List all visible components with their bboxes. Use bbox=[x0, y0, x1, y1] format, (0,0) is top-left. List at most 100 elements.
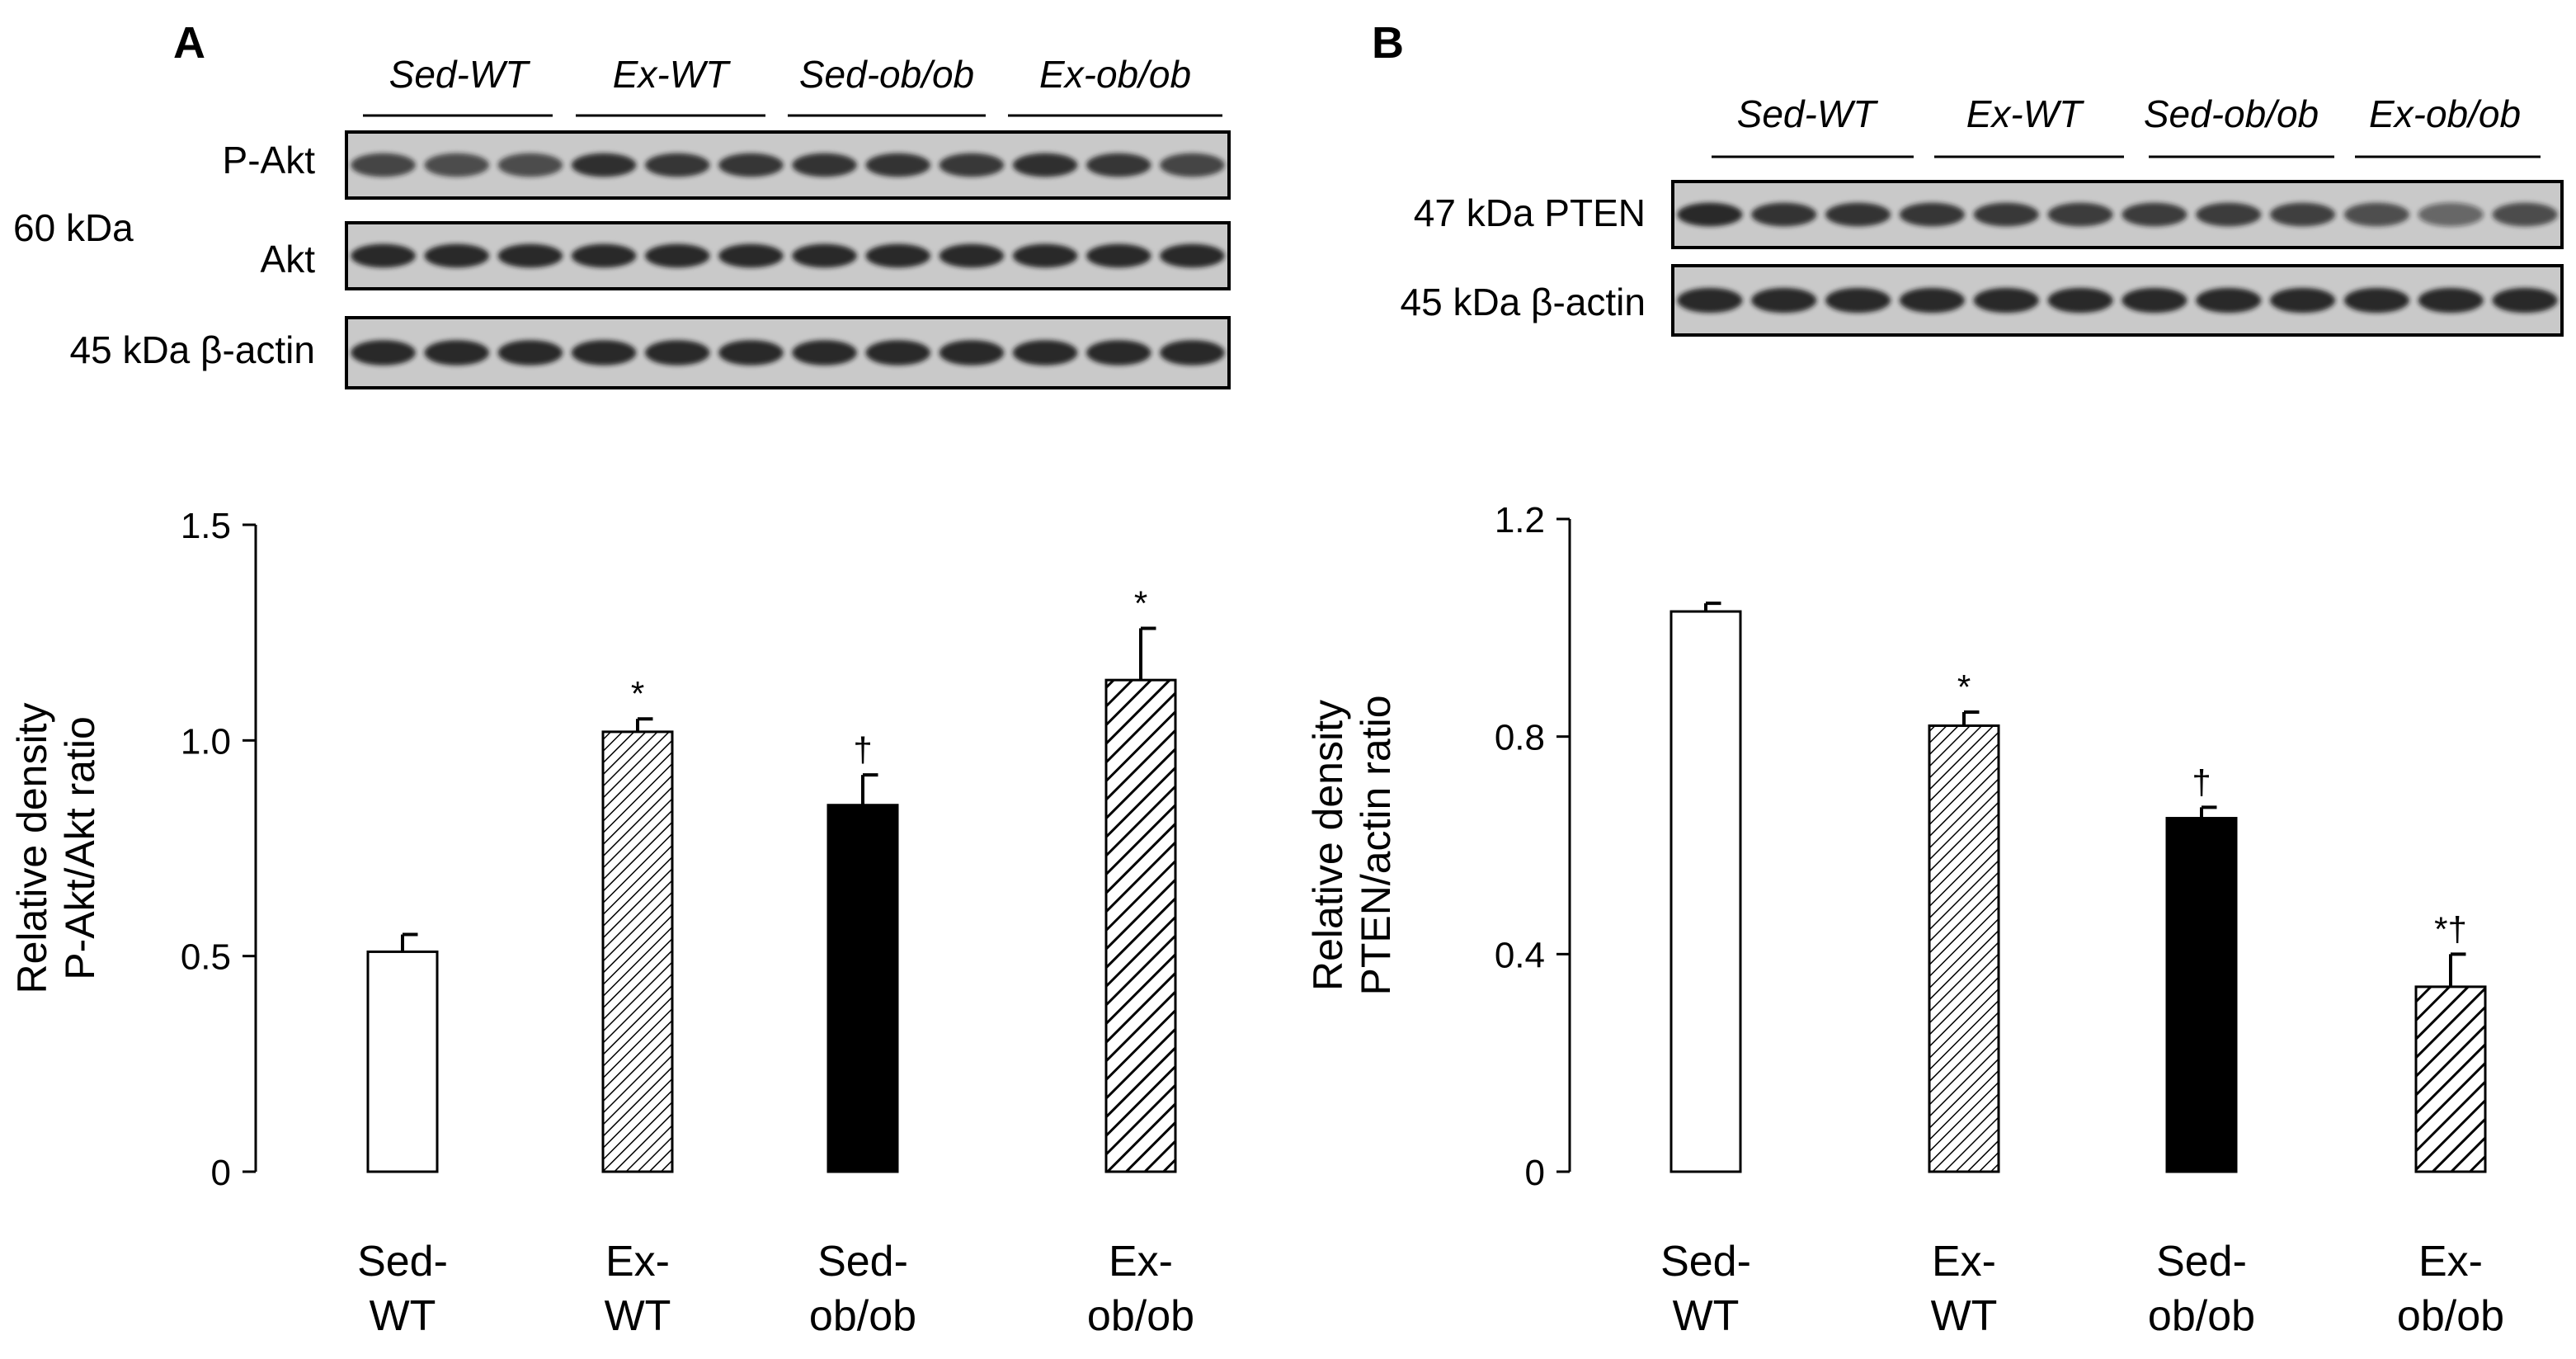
blot-band bbox=[2047, 287, 2113, 314]
blot-a-group-label: Sed-WT bbox=[389, 53, 531, 96]
blot-band bbox=[497, 243, 563, 268]
x-category-label: Sed- bbox=[817, 1238, 908, 1286]
panel-a-blot: A Sed-WT Ex-WT Sed-ob/ob Ex-ob/ob P-Akt … bbox=[13, 18, 1231, 389]
y-axis-label: P-Akt/Akt ratio bbox=[57, 716, 103, 980]
bar bbox=[1104, 678, 1177, 1173]
blot-band bbox=[718, 340, 784, 366]
significance-marker: * bbox=[631, 674, 644, 713]
blot-band bbox=[865, 340, 930, 366]
bar bbox=[2165, 817, 2238, 1173]
blot-band bbox=[497, 340, 563, 366]
blot-band bbox=[1160, 340, 1225, 366]
x-category-label: Ex- bbox=[2418, 1238, 2483, 1286]
blot-band bbox=[1973, 287, 2039, 314]
y-tick-label: 0.5 bbox=[181, 937, 231, 978]
blot-band bbox=[1751, 202, 1817, 227]
significance-marker: † bbox=[853, 730, 872, 769]
blot-band bbox=[2122, 202, 2187, 227]
x-category-label: ob/ob bbox=[2397, 1292, 2504, 1340]
bar bbox=[826, 804, 899, 1173]
x-category-label: WT bbox=[370, 1292, 436, 1340]
bar bbox=[2414, 985, 2487, 1173]
blot-band bbox=[2196, 287, 2262, 314]
y-tick-label: 0 bbox=[1525, 1153, 1545, 1193]
blot-band bbox=[1899, 202, 1965, 227]
blot-membrane bbox=[1671, 180, 2564, 249]
blot-band bbox=[571, 153, 637, 177]
x-category-label: ob/ob bbox=[1087, 1292, 1194, 1340]
y-tick-label: 1.2 bbox=[1495, 500, 1545, 540]
blot-band bbox=[2418, 202, 2484, 227]
bar bbox=[1928, 724, 2000, 1173]
blot-a-size-label: 60 kDa bbox=[13, 206, 134, 249]
x-category-label: Ex- bbox=[1932, 1238, 1996, 1286]
y-axis-label: Relative density bbox=[9, 703, 55, 994]
blot-band bbox=[1012, 243, 1078, 268]
y-tick-label: 0.4 bbox=[1495, 935, 1545, 975]
blot-band bbox=[2270, 202, 2336, 227]
blot-band bbox=[2047, 202, 2113, 227]
x-category-label: Sed- bbox=[1660, 1238, 1751, 1286]
blot-band bbox=[424, 340, 489, 366]
blot-band bbox=[1973, 202, 2039, 227]
y-tick-label: 1.5 bbox=[181, 506, 231, 546]
significance-marker: * bbox=[1134, 583, 1147, 622]
blot-band bbox=[1825, 202, 1891, 227]
blot-band bbox=[645, 243, 710, 268]
blot-b-group-label: Sed-WT bbox=[1737, 92, 1879, 135]
blot-band bbox=[1751, 287, 1817, 314]
blot-band bbox=[718, 153, 784, 177]
blot-band bbox=[1160, 243, 1225, 268]
x-category-label: ob/ob bbox=[2148, 1292, 2255, 1340]
panel-b-letter: B bbox=[1372, 18, 1404, 68]
blot-a-row-label: Akt bbox=[261, 238, 316, 281]
significance-marker: † bbox=[2192, 762, 2211, 801]
blot-band bbox=[865, 243, 930, 268]
panel-a-letter: A bbox=[173, 18, 205, 68]
panel-b-blot: B Sed-WT Ex-WT Sed-ob/ob Ex-ob/ob 47 kDa… bbox=[1372, 18, 2564, 337]
blot-a-group-label: Ex-WT bbox=[613, 53, 731, 96]
blot-band bbox=[1677, 202, 1743, 227]
y-axis-label: PTEN/actin ratio bbox=[1353, 695, 1399, 995]
blot-band bbox=[351, 153, 416, 177]
x-category-label: WT bbox=[1673, 1292, 1740, 1340]
blot-band bbox=[497, 153, 563, 177]
y-axis-label: Relative density bbox=[1305, 700, 1351, 991]
blot-a-group-label: Sed-ob/ob bbox=[799, 53, 974, 96]
y-tick-label: 0.8 bbox=[1495, 718, 1545, 758]
blot-band bbox=[939, 340, 1005, 366]
blot-membrane bbox=[1671, 264, 2564, 337]
blot-a-group-label: Ex-ob/ob bbox=[1039, 53, 1191, 96]
panel-b-group-labels: Sed-WT Ex-WT Sed-ob/ob Ex-ob/ob bbox=[1712, 92, 2541, 158]
bar bbox=[366, 950, 439, 1173]
y-tick-label: 0 bbox=[211, 1153, 231, 1193]
chart-p-akt: 0 0.5 1.0 1.5 Relative density P-Akt/Akt rati… bbox=[9, 506, 1194, 1340]
blot-membrane bbox=[345, 221, 1231, 290]
blot-band bbox=[1086, 153, 1151, 177]
blot-band bbox=[2122, 287, 2187, 314]
blot-b-group-label: Ex-WT bbox=[1966, 92, 2084, 135]
blot-band bbox=[2492, 202, 2558, 227]
blot-band bbox=[865, 153, 930, 177]
blot-band bbox=[645, 340, 710, 366]
blot-b-group-label: Ex-ob/ob bbox=[2369, 92, 2521, 135]
blot-band bbox=[1677, 287, 1743, 314]
x-category-label: Sed- bbox=[2156, 1238, 2247, 1286]
blot-a-row-label: P-Akt bbox=[223, 139, 316, 182]
x-category-label: Ex- bbox=[605, 1238, 670, 1286]
blot-band bbox=[1825, 287, 1891, 314]
blot-band bbox=[424, 243, 489, 268]
x-category-label: Sed- bbox=[357, 1238, 448, 1286]
blot-b-row-label: 47 kDa PTEN bbox=[1414, 191, 1646, 234]
panel-a-group-labels: Sed-WT Ex-WT Sed-ob/ob Ex-ob/ob bbox=[363, 53, 1222, 117]
x-category-label: WT bbox=[1931, 1292, 1998, 1340]
blot-b-group-label: Sed-ob/ob bbox=[2144, 92, 2319, 135]
blot-band bbox=[645, 153, 710, 177]
blot-band bbox=[1160, 153, 1225, 177]
bar bbox=[601, 730, 674, 1173]
blot-band bbox=[1012, 340, 1078, 366]
blot-membrane bbox=[345, 316, 1231, 389]
blot-band bbox=[939, 243, 1005, 268]
blot-band bbox=[939, 153, 1005, 177]
